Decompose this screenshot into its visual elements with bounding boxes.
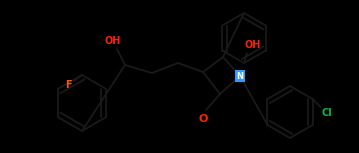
Text: OH: OH [245, 40, 261, 50]
Text: N: N [237, 71, 243, 80]
Text: F: F [65, 80, 71, 90]
Text: Cl: Cl [321, 108, 332, 118]
Text: O: O [198, 114, 208, 124]
Text: OH: OH [105, 36, 121, 46]
